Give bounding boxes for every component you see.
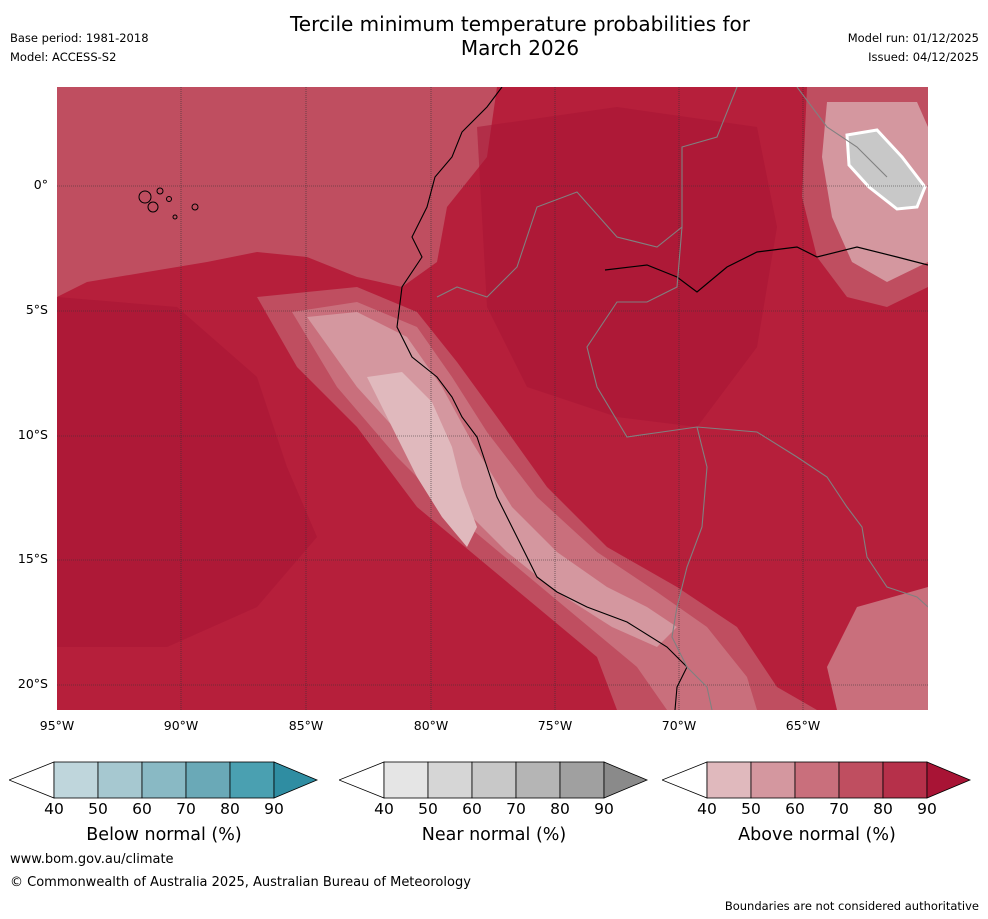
legend-title-above: Above normal (%) [738, 825, 896, 845]
lon-tick-label: 85°W [288, 718, 324, 733]
above-60-southeast [827, 587, 928, 710]
lat-tick-label: 10°S [17, 427, 48, 442]
legend-tick-label: 90 [917, 800, 937, 818]
lon-tick-label: 90°W [163, 718, 199, 733]
legend-swatch [838, 761, 884, 799]
legend-max-arrow [603, 761, 649, 799]
map-panel [57, 87, 928, 710]
above-40-region [367, 372, 477, 547]
lon-tick-label: 80°W [413, 718, 449, 733]
legend-title-near: Near normal (%) [421, 825, 567, 845]
map-title: Tercile minimum temperature probabilitie… [200, 12, 840, 60]
legend-tick-label: 50 [418, 800, 438, 818]
lat-tick-label: 15°S [17, 551, 48, 566]
river-line [604, 246, 928, 293]
meta-left: Base period: 1981-2018 Model: ACCESS-S2 [10, 29, 149, 67]
legend-above-normal: 40 50 60 70 80 90 Above normal (%) [662, 760, 972, 850]
model-run-label: Model run: 01/12/2025 [847, 31, 979, 45]
boundary-disclaimer: Boundaries are not considered authoritat… [724, 899, 979, 913]
legend-swatch [97, 761, 143, 799]
legend-tick-label: 60 [785, 800, 805, 818]
legend-colorbar-above [662, 761, 972, 799]
legend-tick-label: 90 [264, 800, 284, 818]
legend-tick-label: 40 [374, 800, 394, 818]
copyright-notice: © Commonwealth of Australia 2025, Austra… [10, 875, 471, 890]
base-period-label: Base period: 1981-2018 [10, 31, 149, 45]
lon-tick-label: 95°W [39, 718, 75, 733]
legend-tick-label: 40 [44, 800, 64, 818]
website-link[interactable]: www.bom.gov.au/climate [10, 852, 174, 867]
legend-swatch [383, 761, 429, 799]
legend-tick-label: 90 [594, 800, 614, 818]
legend-colorbar-below [9, 761, 319, 799]
legend-swatch [882, 761, 928, 799]
legend-tick-label: 70 [506, 800, 526, 818]
lat-tick-label: 5°S [25, 302, 48, 317]
country-borders [436, 87, 928, 710]
lon-tick-label: 75°W [537, 718, 573, 733]
lon-tick-label: 70°W [661, 718, 697, 733]
model-label: Model: ACCESS-S2 [10, 50, 117, 64]
map-canvas [57, 87, 928, 710]
meta-right: Model run: 01/12/2025 Issued: 04/12/2025 [848, 29, 979, 67]
lat-tick-label: 20°S [17, 676, 48, 691]
legend-tick-label: 50 [741, 800, 761, 818]
legend-swatch [53, 761, 99, 799]
above-90-region [57, 297, 317, 647]
near-normal-60-region [845, 128, 927, 211]
legend-swatch [427, 761, 473, 799]
lon-tick-label: 65°W [785, 718, 821, 733]
title-line-2: March 2026 [460, 36, 580, 60]
legend-swatch [559, 761, 605, 799]
legend-tick-label: 60 [132, 800, 152, 818]
legend-below-normal: 40 50 60 70 80 90 Below normal (%) [9, 760, 319, 850]
legend-min-arrow [662, 761, 708, 799]
legend-near-normal: 40 50 60 70 80 90 Near normal (%) [339, 760, 649, 850]
legend-min-arrow [9, 761, 55, 799]
legend-tick-label: 50 [88, 800, 108, 818]
legend-colorbar-near [339, 761, 649, 799]
legend-max-arrow [926, 761, 972, 799]
legend-tick-label: 70 [176, 800, 196, 818]
title-line-1: Tercile minimum temperature probabilitie… [289, 12, 751, 36]
coastline [396, 87, 688, 710]
legend-swatch [141, 761, 187, 799]
legend-min-arrow [339, 761, 385, 799]
legend-swatch [229, 761, 275, 799]
legend-swatch [750, 761, 796, 799]
above-70-region [57, 87, 497, 297]
galapagos-islands [138, 187, 199, 220]
legend-tick-label: 60 [462, 800, 482, 818]
legend-tick-label: 80 [220, 800, 240, 818]
legend-tick-label: 80 [873, 800, 893, 818]
legend-swatch [471, 761, 517, 799]
issued-label: Issued: 04/12/2025 [868, 50, 979, 64]
legend-tick-label: 80 [550, 800, 570, 818]
legend-tick-label: 70 [829, 800, 849, 818]
legend-max-arrow [273, 761, 319, 799]
legend-swatch [706, 761, 752, 799]
legend-swatch [185, 761, 231, 799]
legend-swatch [794, 761, 840, 799]
lat-tick-label: 0° [33, 177, 48, 192]
legend-swatch [515, 761, 561, 799]
legend-title-below: Below normal (%) [86, 825, 242, 845]
legend-tick-label: 40 [697, 800, 717, 818]
